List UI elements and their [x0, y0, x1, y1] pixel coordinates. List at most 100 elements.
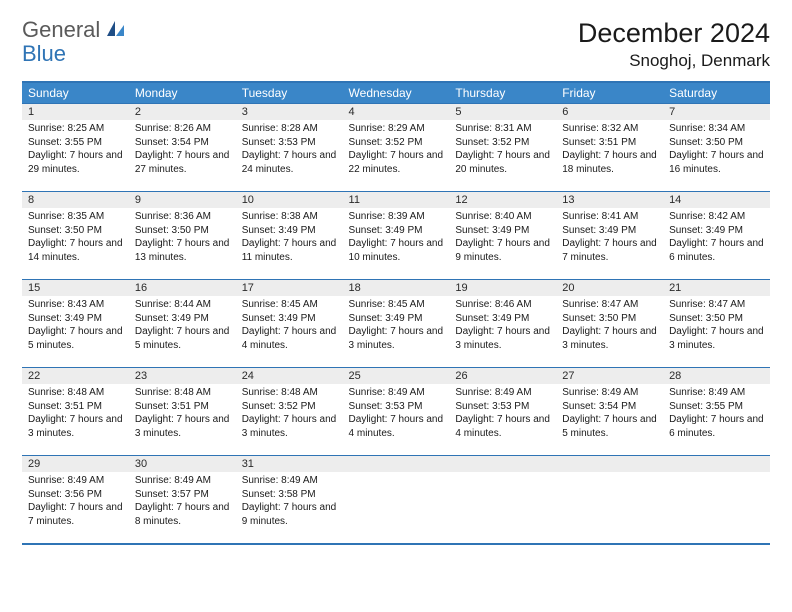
day-daylight: Daylight: 7 hours and 4 minutes. [242, 325, 337, 352]
day-sunset: Sunset: 3:52 PM [242, 400, 337, 414]
day-body: Sunrise: 8:49 AMSunset: 3:57 PMDaylight:… [129, 472, 236, 532]
day-sunrise: Sunrise: 8:29 AM [349, 122, 444, 136]
day-sunset: Sunset: 3:50 PM [669, 312, 764, 326]
day-sunset: Sunset: 3:53 PM [349, 400, 444, 414]
day-body: Sunrise: 8:49 AMSunset: 3:56 PMDaylight:… [22, 472, 129, 532]
calendar-table: Sunday Monday Tuesday Wednesday Thursday… [22, 81, 770, 545]
day-sunset: Sunset: 3:49 PM [242, 224, 337, 238]
day-daylight: Daylight: 7 hours and 10 minutes. [349, 237, 444, 264]
calendar-cell [556, 455, 663, 543]
day-daylight: Daylight: 7 hours and 9 minutes. [455, 237, 550, 264]
day-number: 15 [22, 280, 129, 296]
day-sunset: Sunset: 3:51 PM [135, 400, 230, 414]
day-sunset: Sunset: 3:51 PM [28, 400, 123, 414]
day-number: 14 [663, 192, 770, 208]
calendar-cell: 16Sunrise: 8:44 AMSunset: 3:49 PMDayligh… [129, 279, 236, 367]
day-sunrise: Sunrise: 8:48 AM [242, 386, 337, 400]
day-number: 29 [22, 456, 129, 472]
day-number: 11 [343, 192, 450, 208]
page-header: General Blue December 2024 Snoghoj, Denm… [22, 18, 770, 71]
day-daylight: Daylight: 7 hours and 4 minutes. [349, 413, 444, 440]
day-number: 23 [129, 368, 236, 384]
calendar-cell: 29Sunrise: 8:49 AMSunset: 3:56 PMDayligh… [22, 455, 129, 543]
day-daylight: Daylight: 7 hours and 7 minutes. [28, 501, 123, 528]
day-sunrise: Sunrise: 8:49 AM [242, 474, 337, 488]
day-sunrise: Sunrise: 8:42 AM [669, 210, 764, 224]
day-daylight: Daylight: 7 hours and 14 minutes. [28, 237, 123, 264]
day-daylight: Daylight: 7 hours and 3 minutes. [242, 413, 337, 440]
day-body: Sunrise: 8:49 AMSunset: 3:53 PMDaylight:… [449, 384, 556, 444]
day-number-blank [556, 456, 663, 472]
day-daylight: Daylight: 7 hours and 6 minutes. [669, 237, 764, 264]
day-sunset: Sunset: 3:49 PM [455, 224, 550, 238]
weekday-header: Saturday [663, 83, 770, 103]
day-number: 21 [663, 280, 770, 296]
day-body: Sunrise: 8:47 AMSunset: 3:50 PMDaylight:… [663, 296, 770, 356]
calendar-cell: 25Sunrise: 8:49 AMSunset: 3:53 PMDayligh… [343, 367, 450, 455]
title-block: December 2024 Snoghoj, Denmark [578, 18, 770, 71]
day-sunset: Sunset: 3:52 PM [455, 136, 550, 150]
day-daylight: Daylight: 7 hours and 16 minutes. [669, 149, 764, 176]
day-sunrise: Sunrise: 8:28 AM [242, 122, 337, 136]
calendar-cell: 4Sunrise: 8:29 AMSunset: 3:52 PMDaylight… [343, 103, 450, 191]
day-sunrise: Sunrise: 8:26 AM [135, 122, 230, 136]
logo-line1: General [22, 17, 100, 42]
day-sunset: Sunset: 3:49 PM [669, 224, 764, 238]
day-number: 22 [22, 368, 129, 384]
calendar-cell: 28Sunrise: 8:49 AMSunset: 3:55 PMDayligh… [663, 367, 770, 455]
day-sunrise: Sunrise: 8:40 AM [455, 210, 550, 224]
logo-line2: Blue [22, 41, 66, 66]
day-body: Sunrise: 8:29 AMSunset: 3:52 PMDaylight:… [343, 120, 450, 180]
day-sunrise: Sunrise: 8:45 AM [242, 298, 337, 312]
calendar-cell: 13Sunrise: 8:41 AMSunset: 3:49 PMDayligh… [556, 191, 663, 279]
day-number: 8 [22, 192, 129, 208]
day-sunset: Sunset: 3:50 PM [562, 312, 657, 326]
day-sunset: Sunset: 3:54 PM [562, 400, 657, 414]
day-number-blank [663, 456, 770, 472]
calendar-cell: 6Sunrise: 8:32 AMSunset: 3:51 PMDaylight… [556, 103, 663, 191]
calendar-cell: 19Sunrise: 8:46 AMSunset: 3:49 PMDayligh… [449, 279, 556, 367]
day-body: Sunrise: 8:46 AMSunset: 3:49 PMDaylight:… [449, 296, 556, 356]
calendar-cell: 30Sunrise: 8:49 AMSunset: 3:57 PMDayligh… [129, 455, 236, 543]
weekday-header: Sunday [22, 83, 129, 103]
day-number: 25 [343, 368, 450, 384]
calendar-cell: 9Sunrise: 8:36 AMSunset: 3:50 PMDaylight… [129, 191, 236, 279]
day-number: 18 [343, 280, 450, 296]
day-daylight: Daylight: 7 hours and 24 minutes. [242, 149, 337, 176]
day-body: Sunrise: 8:49 AMSunset: 3:58 PMDaylight:… [236, 472, 343, 532]
day-number: 20 [556, 280, 663, 296]
day-body: Sunrise: 8:48 AMSunset: 3:51 PMDaylight:… [22, 384, 129, 444]
day-daylight: Daylight: 7 hours and 4 minutes. [455, 413, 550, 440]
weekday-header: Monday [129, 83, 236, 103]
calendar-head: Sunday Monday Tuesday Wednesday Thursday… [22, 83, 770, 103]
calendar-row: 22Sunrise: 8:48 AMSunset: 3:51 PMDayligh… [22, 367, 770, 455]
day-number: 30 [129, 456, 236, 472]
weekday-header: Friday [556, 83, 663, 103]
calendar-cell: 15Sunrise: 8:43 AMSunset: 3:49 PMDayligh… [22, 279, 129, 367]
day-number: 3 [236, 104, 343, 120]
calendar-cell: 5Sunrise: 8:31 AMSunset: 3:52 PMDaylight… [449, 103, 556, 191]
day-body: Sunrise: 8:47 AMSunset: 3:50 PMDaylight:… [556, 296, 663, 356]
day-daylight: Daylight: 7 hours and 5 minutes. [562, 413, 657, 440]
logo: General Blue [22, 18, 125, 66]
day-number: 24 [236, 368, 343, 384]
calendar-cell: 14Sunrise: 8:42 AMSunset: 3:49 PMDayligh… [663, 191, 770, 279]
calendar-cell [663, 455, 770, 543]
day-daylight: Daylight: 7 hours and 18 minutes. [562, 149, 657, 176]
day-sunrise: Sunrise: 8:49 AM [28, 474, 123, 488]
day-daylight: Daylight: 7 hours and 3 minutes. [455, 325, 550, 352]
day-body: Sunrise: 8:45 AMSunset: 3:49 PMDaylight:… [343, 296, 450, 356]
day-sunrise: Sunrise: 8:41 AM [562, 210, 657, 224]
day-body: Sunrise: 8:42 AMSunset: 3:49 PMDaylight:… [663, 208, 770, 268]
calendar-cell: 31Sunrise: 8:49 AMSunset: 3:58 PMDayligh… [236, 455, 343, 543]
day-sunset: Sunset: 3:55 PM [28, 136, 123, 150]
calendar-cell: 23Sunrise: 8:48 AMSunset: 3:51 PMDayligh… [129, 367, 236, 455]
day-number: 13 [556, 192, 663, 208]
day-body: Sunrise: 8:41 AMSunset: 3:49 PMDaylight:… [556, 208, 663, 268]
day-number: 16 [129, 280, 236, 296]
day-body: Sunrise: 8:28 AMSunset: 3:53 PMDaylight:… [236, 120, 343, 180]
day-sunset: Sunset: 3:50 PM [669, 136, 764, 150]
logo-sail-icon [107, 24, 125, 41]
calendar-cell: 3Sunrise: 8:28 AMSunset: 3:53 PMDaylight… [236, 103, 343, 191]
day-daylight: Daylight: 7 hours and 3 minutes. [349, 325, 444, 352]
